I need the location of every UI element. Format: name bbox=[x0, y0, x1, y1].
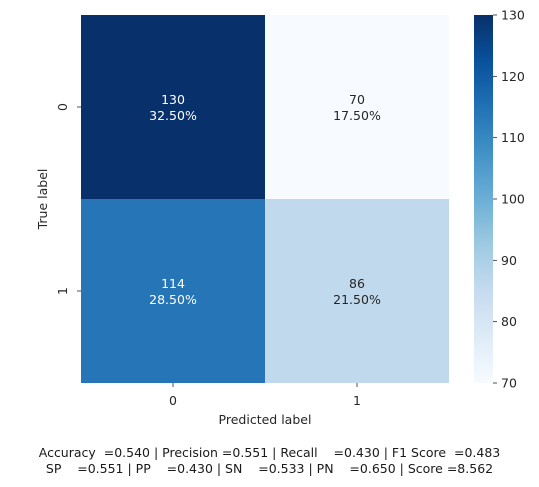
metrics-line-2: SP =0.551 | PP =0.430 | SN =0.533 | PN =… bbox=[45, 461, 494, 476]
heatmap-cell-1-0 bbox=[81, 199, 265, 383]
heatmap-axes: 0 1 0 1 bbox=[55, 103, 361, 408]
colorbar-tick-label: 90 bbox=[501, 253, 517, 268]
colorbar-tick-label: 120 bbox=[501, 69, 525, 84]
heatmap-cell-0-1 bbox=[265, 15, 449, 199]
colorbar-ticks: 70 80 90 100 110 120 130 bbox=[493, 8, 525, 391]
heatmap-cell-0-0 bbox=[81, 15, 265, 199]
heatmap-cell-1-1 bbox=[265, 199, 449, 383]
cell-percent-label: 17.50% bbox=[333, 108, 381, 123]
metrics-line-1: Accuracy =0.540 | Precision =0.551 | Rec… bbox=[38, 445, 501, 460]
cell-percent-label: 21.50% bbox=[333, 292, 381, 307]
colorbar-tick-label: 100 bbox=[501, 192, 525, 207]
y-tick-label: 1 bbox=[55, 287, 70, 295]
cell-count-label: 70 bbox=[349, 92, 365, 107]
x-tick-label: 1 bbox=[353, 393, 361, 408]
cell-percent-label: 32.50% bbox=[149, 108, 197, 123]
cell-count-label: 114 bbox=[161, 276, 185, 291]
cell-percent-label: 28.50% bbox=[149, 292, 197, 307]
colorbar-tick-label: 130 bbox=[501, 8, 525, 23]
cell-count-label: 86 bbox=[349, 276, 365, 291]
cell-count-label: 130 bbox=[161, 92, 185, 107]
x-tick-label: 0 bbox=[169, 393, 177, 408]
y-axis-label: True label bbox=[35, 169, 50, 231]
colorbar-tick-label: 110 bbox=[501, 130, 525, 145]
y-tick-label: 0 bbox=[55, 103, 70, 111]
colorbar bbox=[474, 15, 493, 383]
colorbar-tick-label: 70 bbox=[501, 376, 517, 391]
heatmap-cells bbox=[81, 15, 449, 383]
colorbar-tick-label: 80 bbox=[501, 314, 517, 329]
x-axis-label: Predicted label bbox=[219, 412, 312, 427]
